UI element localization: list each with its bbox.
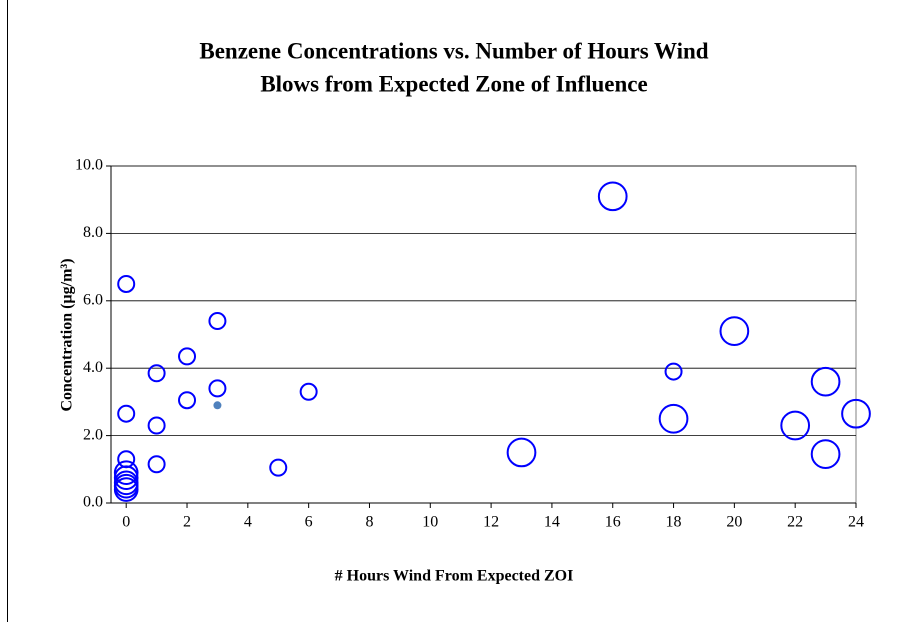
bubble [810, 439, 841, 469]
bubble [117, 404, 136, 423]
bubble [113, 477, 139, 502]
x-tick-label: 16 [605, 514, 621, 531]
bubble [208, 312, 227, 331]
bubble [506, 437, 537, 468]
y-tick-label: 8.0 [83, 224, 103, 241]
x-axis-label: # Hours Wind From Expected ZOI [335, 568, 574, 585]
x-tick-label: 14 [544, 514, 560, 531]
y-tick-label: 10.0 [75, 157, 103, 174]
bubble [299, 382, 318, 401]
bubble [178, 347, 197, 366]
y-tick-label: 2.0 [83, 426, 103, 443]
chart-title: Blows from Expected Zone of Influence [260, 71, 647, 96]
x-tick-label: 18 [666, 514, 682, 531]
bubble [178, 391, 197, 410]
bubble [780, 410, 811, 441]
bubble [117, 274, 136, 293]
x-tick-label: 12 [483, 514, 499, 531]
bubble [147, 416, 166, 435]
y-axis-label: Concentration (µg/m³) [59, 258, 76, 411]
bubble [664, 362, 683, 381]
bubble [147, 455, 166, 474]
y-tick-label: 6.0 [83, 291, 103, 308]
bubble [113, 460, 139, 485]
plot-area [110, 165, 857, 504]
x-tick-label: 8 [365, 514, 373, 531]
bubble [841, 398, 871, 429]
x-tick-label: 4 [244, 514, 252, 531]
y-tick-label: 4.0 [83, 359, 103, 376]
bubble [147, 364, 166, 383]
x-tick-label: 6 [305, 514, 313, 531]
x-tick-label: 10 [422, 514, 438, 531]
bubble [719, 316, 750, 346]
x-tick-label: 20 [726, 514, 742, 531]
bubble [658, 403, 689, 434]
bubble [269, 458, 288, 477]
chart-title: Benzene Concentrations vs. Number of Hou… [199, 38, 708, 63]
x-tick-label: 24 [848, 514, 864, 531]
bubble [213, 401, 222, 410]
x-tick-label: 0 [122, 514, 130, 531]
x-tick-label: 2 [183, 514, 191, 531]
bubble [597, 181, 628, 212]
y-tick-label: 0.0 [83, 494, 103, 511]
bubble [208, 379, 227, 398]
x-tick-label: 22 [787, 514, 803, 531]
bubble [810, 366, 841, 397]
bubble [113, 465, 139, 491]
